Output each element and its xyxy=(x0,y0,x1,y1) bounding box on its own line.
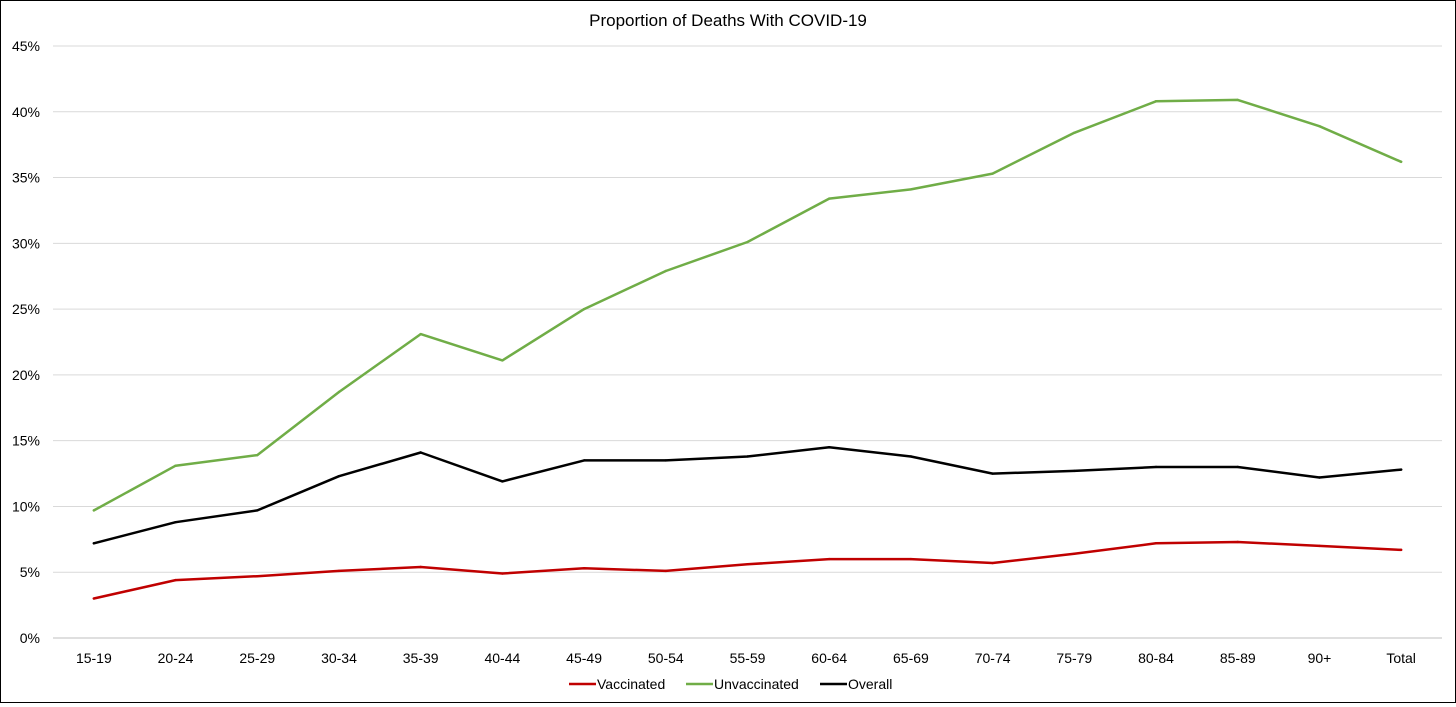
x-tick-label: 55-59 xyxy=(730,650,766,666)
data-point xyxy=(746,455,749,458)
data-point xyxy=(337,390,341,394)
x-tick-label: 80-84 xyxy=(1138,650,1174,666)
data-point xyxy=(501,572,504,575)
x-tick-label: Total xyxy=(1386,650,1416,666)
data-point xyxy=(1236,465,1239,469)
x-tick-label: 35-39 xyxy=(403,650,439,666)
x-tick-label: 65-69 xyxy=(893,650,929,666)
data-point xyxy=(582,307,586,311)
data-point xyxy=(664,269,667,273)
y-tick-label: 45% xyxy=(12,38,40,54)
data-point xyxy=(1399,160,1403,163)
legend-entry-unvaccinated: Unvaccinated xyxy=(686,676,799,692)
legend-label: Overall xyxy=(848,676,892,692)
series-unvaccinated xyxy=(92,98,1403,512)
series-vaccinated xyxy=(92,540,1403,600)
x-tick-label: 60-64 xyxy=(811,650,847,666)
x-tick-label: 25-29 xyxy=(239,650,275,666)
data-point xyxy=(419,565,422,569)
series-line-overall xyxy=(92,445,1403,545)
data-point xyxy=(582,459,586,462)
data-point xyxy=(1073,469,1076,473)
x-tick-label: 85-89 xyxy=(1220,650,1256,666)
x-tick-label: 15-19 xyxy=(76,650,112,666)
chart-title: Proportion of Deaths With COVID-19 xyxy=(589,11,867,30)
y-tick-label: 5% xyxy=(20,564,40,580)
data-point xyxy=(1318,125,1321,128)
legend: Vaccinated Unvaccinated Overall xyxy=(569,676,892,692)
gridlines xyxy=(53,45,1442,639)
data-point xyxy=(501,480,504,483)
y-tick-label: 25% xyxy=(12,301,40,317)
x-axis: 15-19 20-24 25-29 30-34 35-39 40-44 45-49 50-54… xyxy=(76,650,1416,666)
data-point xyxy=(746,240,749,244)
x-tick-label: 50-54 xyxy=(648,650,684,666)
y-axis: 0% 5% 10% 15% 20% 25% 30% 35% 40% 45% xyxy=(12,38,40,646)
data-point xyxy=(1318,544,1321,548)
data-point xyxy=(256,453,259,457)
data-point xyxy=(174,464,177,467)
data-point xyxy=(1154,542,1158,545)
x-tick-label: 90+ xyxy=(1308,650,1332,666)
data-point xyxy=(92,597,96,600)
x-tick-label: 40-44 xyxy=(484,650,520,666)
y-tick-label: 20% xyxy=(12,367,40,383)
data-point xyxy=(664,459,667,462)
x-tick-label: 45-49 xyxy=(566,650,602,666)
data-point xyxy=(337,569,341,573)
data-point xyxy=(256,574,259,578)
data-point xyxy=(991,561,994,565)
y-tick-label: 0% xyxy=(20,630,40,646)
x-tick-label: 20-24 xyxy=(158,650,194,666)
data-point xyxy=(1399,548,1403,552)
data-point xyxy=(1399,468,1403,471)
data-point xyxy=(746,563,749,566)
data-point xyxy=(1073,552,1076,556)
legend-label: Vaccinated xyxy=(597,676,665,692)
series-overall xyxy=(92,445,1403,545)
x-tick-label: 75-79 xyxy=(1056,650,1092,666)
data-point xyxy=(1318,476,1321,479)
data-point xyxy=(909,455,913,458)
data-point xyxy=(828,557,831,561)
data-point xyxy=(174,578,177,582)
y-tick-label: 35% xyxy=(12,170,40,186)
data-point xyxy=(256,509,259,512)
data-point xyxy=(174,521,177,524)
data-point xyxy=(828,446,831,449)
y-tick-label: 40% xyxy=(12,104,40,120)
data-point xyxy=(1154,465,1158,469)
x-tick-label: 30-34 xyxy=(321,650,357,666)
series-line-vaccinated xyxy=(92,540,1403,600)
data-point xyxy=(991,472,994,475)
y-tick-label: 15% xyxy=(12,433,40,449)
data-point xyxy=(1154,100,1158,103)
data-point xyxy=(92,509,96,512)
data-point xyxy=(828,197,831,200)
data-point xyxy=(909,557,913,561)
legend-entry-vaccinated: Vaccinated xyxy=(569,676,665,692)
data-point xyxy=(337,474,341,478)
legend-entry-overall: Overall xyxy=(820,676,892,692)
series-line-unvaccinated xyxy=(92,98,1403,512)
series-lines xyxy=(92,98,1403,600)
y-tick-label: 30% xyxy=(12,235,40,251)
data-point xyxy=(991,172,994,175)
data-point xyxy=(419,451,422,454)
data-point xyxy=(664,569,667,573)
data-point xyxy=(1236,540,1239,544)
data-point xyxy=(419,332,422,336)
data-point xyxy=(1236,98,1239,102)
data-point xyxy=(1073,131,1076,135)
data-point xyxy=(909,188,913,191)
data-point xyxy=(92,542,96,545)
data-point xyxy=(501,359,504,362)
x-tick-label: 70-74 xyxy=(975,650,1011,666)
legend-label: Unvaccinated xyxy=(714,676,799,692)
y-tick-label: 10% xyxy=(12,498,40,514)
data-point xyxy=(582,567,586,570)
